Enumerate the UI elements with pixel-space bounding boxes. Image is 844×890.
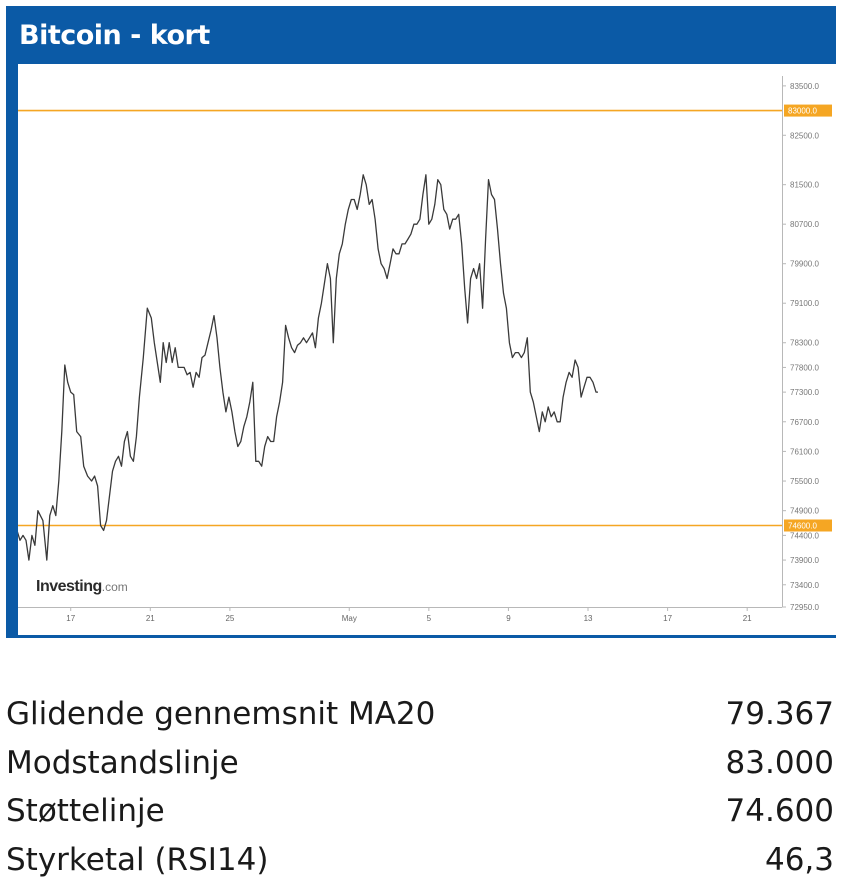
stat-row-ma20: Glidende gennemsnit MA20 79.367: [6, 696, 834, 745]
watermark-suffix: .com: [102, 580, 128, 594]
y-tick-label: 76700.0: [790, 418, 819, 427]
x-tick-label: 13: [584, 614, 593, 623]
y-tick-label: 72950.0: [790, 603, 819, 612]
y-tick-label: 79900.0: [790, 260, 819, 269]
stat-row-resistance: Modstandslinje 83.000: [6, 745, 834, 794]
x-tick-label: 21: [146, 614, 155, 623]
stat-label: Styrketal (RSI14): [6, 842, 268, 878]
stat-label: Støttelinje: [6, 793, 165, 829]
stat-value: 74.600: [726, 793, 834, 829]
watermark-brand: Investing: [36, 578, 102, 595]
x-tick-label: 5: [427, 614, 432, 623]
stat-value: 83.000: [726, 745, 834, 781]
y-tick-label: 74400.0: [790, 531, 819, 540]
level-label: 83000.0: [788, 107, 817, 116]
level-label: 74600.0: [788, 521, 817, 530]
price-chart: 83500.0 82500.0 81500.0 80700.0 79900.0 79100…: [18, 64, 836, 635]
x-tick-label: 25: [225, 614, 234, 623]
y-tick-label: 77300.0: [790, 388, 819, 397]
y-tick-label: 73900.0: [790, 556, 819, 565]
y-tick-label: 75500.0: [790, 477, 819, 486]
stat-row-support: Støttelinje 74.600: [6, 793, 834, 842]
stat-value: 46,3: [765, 842, 834, 878]
y-tick-label: 73400.0: [790, 581, 819, 590]
y-tick-label: 76100.0: [790, 447, 819, 456]
y-tick-label: 82500.0: [790, 131, 819, 140]
y-tick-label: 78300.0: [790, 339, 819, 348]
y-tick-label: 77800.0: [790, 363, 819, 372]
stats-table: Glidende gennemsnit MA20 79.367 Modstand…: [6, 696, 834, 890]
price-series-line: [18, 175, 598, 560]
chart-panel: Bitcoin - kort 83500.0 82500.0 81500.0 8070…: [6, 6, 836, 638]
y-tick-label: 74900.0: [790, 507, 819, 516]
stat-row-rsi: Styrketal (RSI14) 46,3: [6, 842, 834, 890]
y-tick-label: 79100.0: [790, 299, 819, 308]
x-tick-label: 9: [506, 614, 511, 623]
x-tick-label: 17: [663, 614, 672, 623]
investing-watermark: Investing.com: [36, 578, 128, 595]
y-tick-label: 83500.0: [790, 82, 819, 91]
plot-area: 83500.0 82500.0 81500.0 80700.0 79900.0 79100…: [18, 64, 836, 635]
chart-title: Bitcoin - kort: [19, 20, 210, 51]
y-tick-label: 81500.0: [790, 181, 819, 190]
stat-label: Glidende gennemsnit MA20: [6, 696, 435, 732]
stat-value: 79.367: [726, 696, 834, 732]
x-tick-label: 17: [66, 614, 75, 623]
y-tick-label: 80700.0: [790, 220, 819, 229]
x-tick-label: May: [342, 614, 357, 623]
x-tick-label: 21: [743, 614, 752, 623]
stat-label: Modstandslinje: [6, 745, 239, 781]
